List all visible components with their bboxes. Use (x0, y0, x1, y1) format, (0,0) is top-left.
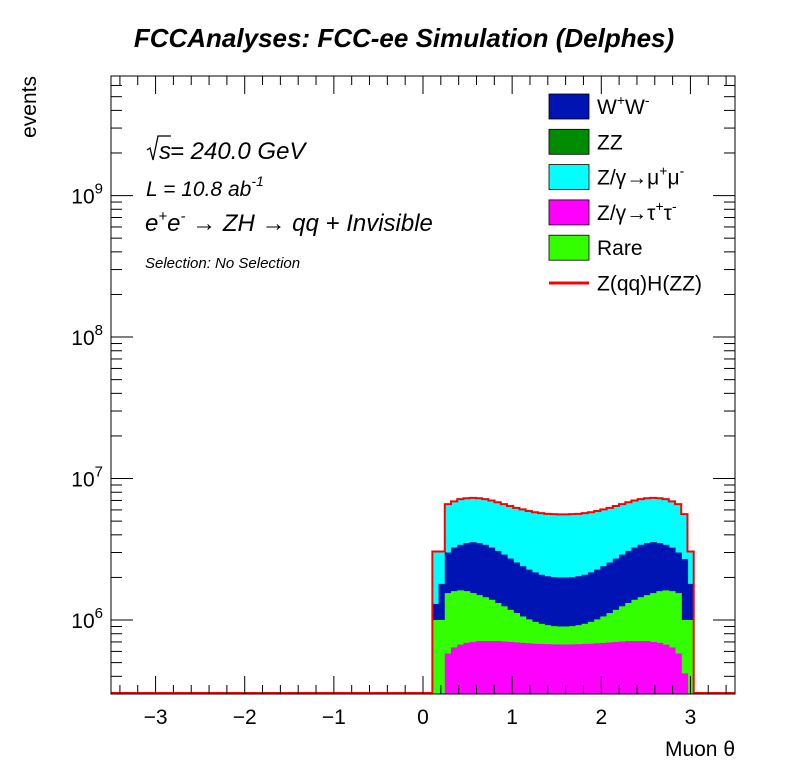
bar-ztautau (625, 641, 633, 694)
legend-label-rare: Rare (597, 237, 643, 260)
legend-label-ww: W+W- (597, 92, 650, 119)
bar-rare (668, 591, 676, 694)
bar-rare (463, 591, 471, 694)
bar-ztautau (519, 642, 527, 694)
bar-rare (656, 591, 664, 694)
y-axis-label: events (18, 76, 41, 138)
bar-ztautau (450, 647, 458, 694)
bar-ztautau (656, 642, 664, 694)
bar-ztautau (643, 641, 651, 694)
bar-ztautau (550, 644, 558, 694)
legend-label-signal: Z(qq)H(ZZ) (597, 273, 702, 296)
luminosity-annotation: L = 10.8 ab-1 (146, 173, 264, 201)
bar-ztautau (482, 641, 489, 694)
y-tick-label: 107 (71, 464, 103, 492)
bar-ztautau (513, 642, 521, 694)
y-tick-label: 109 (71, 181, 103, 209)
process-annotation: e+e- → ZH → qq + Invisible (145, 208, 433, 237)
bar-ztautau (631, 641, 639, 694)
bar-ztautau (525, 643, 533, 694)
bar-rare (444, 593, 452, 694)
x-tick-label: −3 (144, 706, 168, 729)
bar-ztautau (444, 653, 452, 694)
x-tick-label: −1 (322, 706, 346, 729)
selection-annotation: Selection: No Selection (145, 255, 300, 272)
y-tick-label: 106 (71, 605, 103, 633)
bar-ztautau (619, 641, 626, 694)
bar-ztautau (488, 641, 496, 694)
bar-ztautau (463, 642, 471, 694)
bar-ztautau (531, 643, 539, 694)
bar-ztautau (494, 641, 502, 694)
bar-ztautau (606, 642, 614, 694)
bar-ztautau (681, 673, 689, 694)
bar-ztautau (650, 641, 657, 694)
bar-ztautau (587, 643, 595, 694)
bar-ztautau (637, 641, 645, 694)
bar-ztautau (563, 644, 570, 694)
bar-ztautau (457, 644, 465, 694)
bar-ztautau (668, 647, 676, 694)
x-tick-label: 3 (685, 706, 697, 729)
histogram-bars (432, 497, 695, 694)
x-tick-label: 1 (506, 706, 518, 729)
bar-rare (687, 620, 695, 694)
bar-ztautau (569, 644, 577, 694)
bar-ztautau (469, 641, 477, 694)
x-axis-label: Muon θ (665, 738, 735, 761)
signal-line (111, 496, 735, 694)
bar-rare (432, 620, 440, 694)
bar-ztautau (544, 644, 552, 694)
legend-swatch-ww (548, 93, 590, 120)
bar-ztautau (538, 643, 545, 694)
sqrt-s-annotation: s = 240.0 GeV (146, 135, 307, 165)
legend-swatch-zz (548, 128, 590, 155)
bar-ztautau (594, 643, 601, 694)
x-tick-label: 0 (417, 706, 429, 729)
bar-ztautau (506, 641, 514, 694)
sqrt-s-symbol: s (159, 138, 171, 165)
legend-swatch-zmumu (548, 164, 590, 191)
bar-rare (675, 593, 682, 694)
bar-ztautau (581, 643, 589, 694)
chart-title: FCCAnalyses: FCC-ee Simulation (Delphes) (134, 23, 674, 53)
legend-label-zz: ZZ (597, 131, 623, 154)
bar-ztautau (675, 653, 682, 694)
bar-ztautau (500, 641, 508, 694)
y-tick-label: 108 (71, 322, 103, 350)
legend-swatch-ztautau (548, 199, 590, 226)
bar-ztautau (575, 644, 583, 694)
axis-ticks: −3 −2 −1 0 1 2 3 106 107 108 109 (71, 75, 735, 729)
legend: W+W- ZZ Z/γ→μ+μ- Z/γ→τ+τ- Rare Z(qq)H(ZZ) (548, 92, 702, 296)
bar-rare (450, 591, 458, 694)
bar-ztautau (612, 641, 620, 694)
x-tick-label: −2 (233, 706, 257, 729)
bar-rare (662, 590, 670, 694)
bar-ztautau (600, 642, 608, 694)
bar-ztautau (475, 641, 483, 694)
legend-label-ztautau: Z/γ→τ+τ- (597, 198, 677, 225)
bar-ztautau (662, 644, 670, 694)
x-tick-label: 2 (595, 706, 607, 729)
bar-rare (681, 620, 689, 694)
bar-rare (457, 590, 465, 694)
legend-label-zmumu: Z/γ→μ+μ- (597, 163, 685, 190)
sqrt-s-value: = 240.0 GeV (170, 138, 307, 165)
legend-swatch-rare (548, 234, 590, 261)
bar-ztautau (556, 644, 564, 694)
bar-rare (438, 620, 446, 694)
